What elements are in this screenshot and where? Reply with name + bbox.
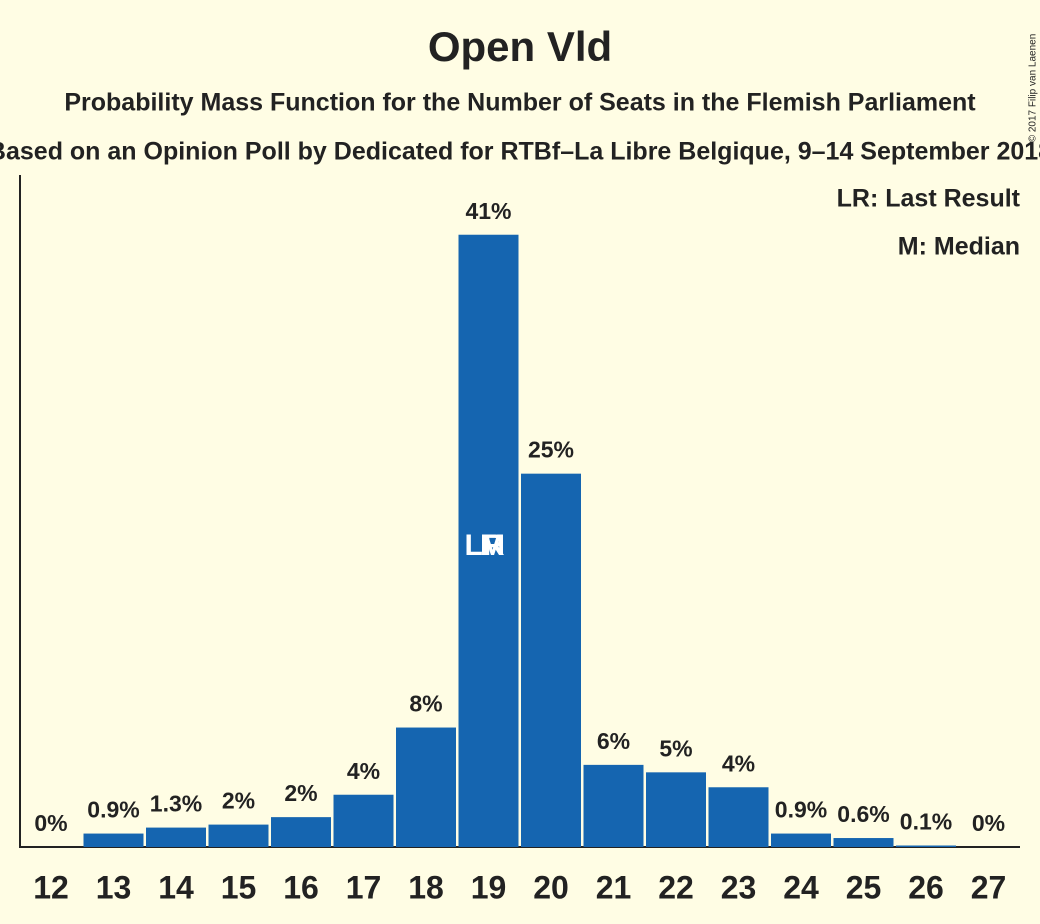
x-tick-label: 18 [408, 869, 444, 905]
x-tick-label: 15 [221, 869, 257, 905]
x-tick-label: 19 [471, 869, 507, 905]
legend-entry: M: Median [898, 233, 1020, 261]
value-label: 1.3% [150, 791, 202, 817]
marker-label: LR [465, 529, 505, 562]
value-label: 25% [528, 437, 574, 463]
x-tick-label: 23 [721, 869, 757, 905]
bar [771, 833, 831, 847]
value-label: 0% [972, 810, 1005, 836]
bar [271, 817, 331, 847]
copyright: © 2017 Filip van Laenen [1028, 34, 1039, 143]
chart-subtitle: Probability Mass Function for the Number… [64, 89, 976, 117]
bar [708, 787, 769, 847]
value-label: 0.9% [775, 797, 827, 823]
x-tick-label: 26 [908, 869, 944, 905]
value-label: 0% [34, 810, 67, 836]
bar [333, 794, 394, 847]
x-tick-label: 17 [346, 869, 382, 905]
bar [646, 772, 706, 847]
bar [83, 833, 144, 847]
chart-subtitle: Based on an Opinion Poll by Dedicated fo… [0, 138, 1040, 166]
value-label: 5% [659, 735, 692, 761]
chart-title: Open Vld [428, 23, 612, 70]
x-tick-label: 25 [846, 869, 882, 905]
value-label: 8% [409, 691, 442, 717]
value-label: 0.1% [900, 809, 952, 835]
value-label: 0.6% [837, 801, 889, 827]
x-tick-label: 13 [96, 869, 132, 905]
bar [896, 845, 956, 847]
bar [521, 473, 581, 847]
value-label: 2% [222, 788, 255, 814]
bar [396, 727, 456, 847]
x-tick-label: 24 [783, 869, 819, 905]
legend-entry: LR: Last Result [837, 185, 1021, 213]
x-tick-label: 12 [33, 869, 69, 905]
value-label: 4% [722, 750, 755, 776]
x-tick-label: 14 [158, 869, 194, 905]
value-label: 41% [465, 198, 511, 224]
value-label: 2% [284, 780, 317, 806]
value-label: 6% [597, 728, 630, 754]
value-label: 4% [347, 758, 380, 784]
x-tick-label: 27 [971, 869, 1007, 905]
bar [833, 838, 894, 847]
x-tick-label: 22 [658, 869, 694, 905]
bar [583, 764, 644, 847]
bar [208, 824, 269, 847]
x-tick-label: 16 [283, 869, 319, 905]
value-label: 0.9% [87, 797, 139, 823]
bar [146, 827, 206, 847]
x-tick-label: 21 [596, 869, 632, 905]
marker-label: M [480, 529, 505, 562]
bar [458, 234, 519, 847]
x-tick-label: 20 [533, 869, 569, 905]
